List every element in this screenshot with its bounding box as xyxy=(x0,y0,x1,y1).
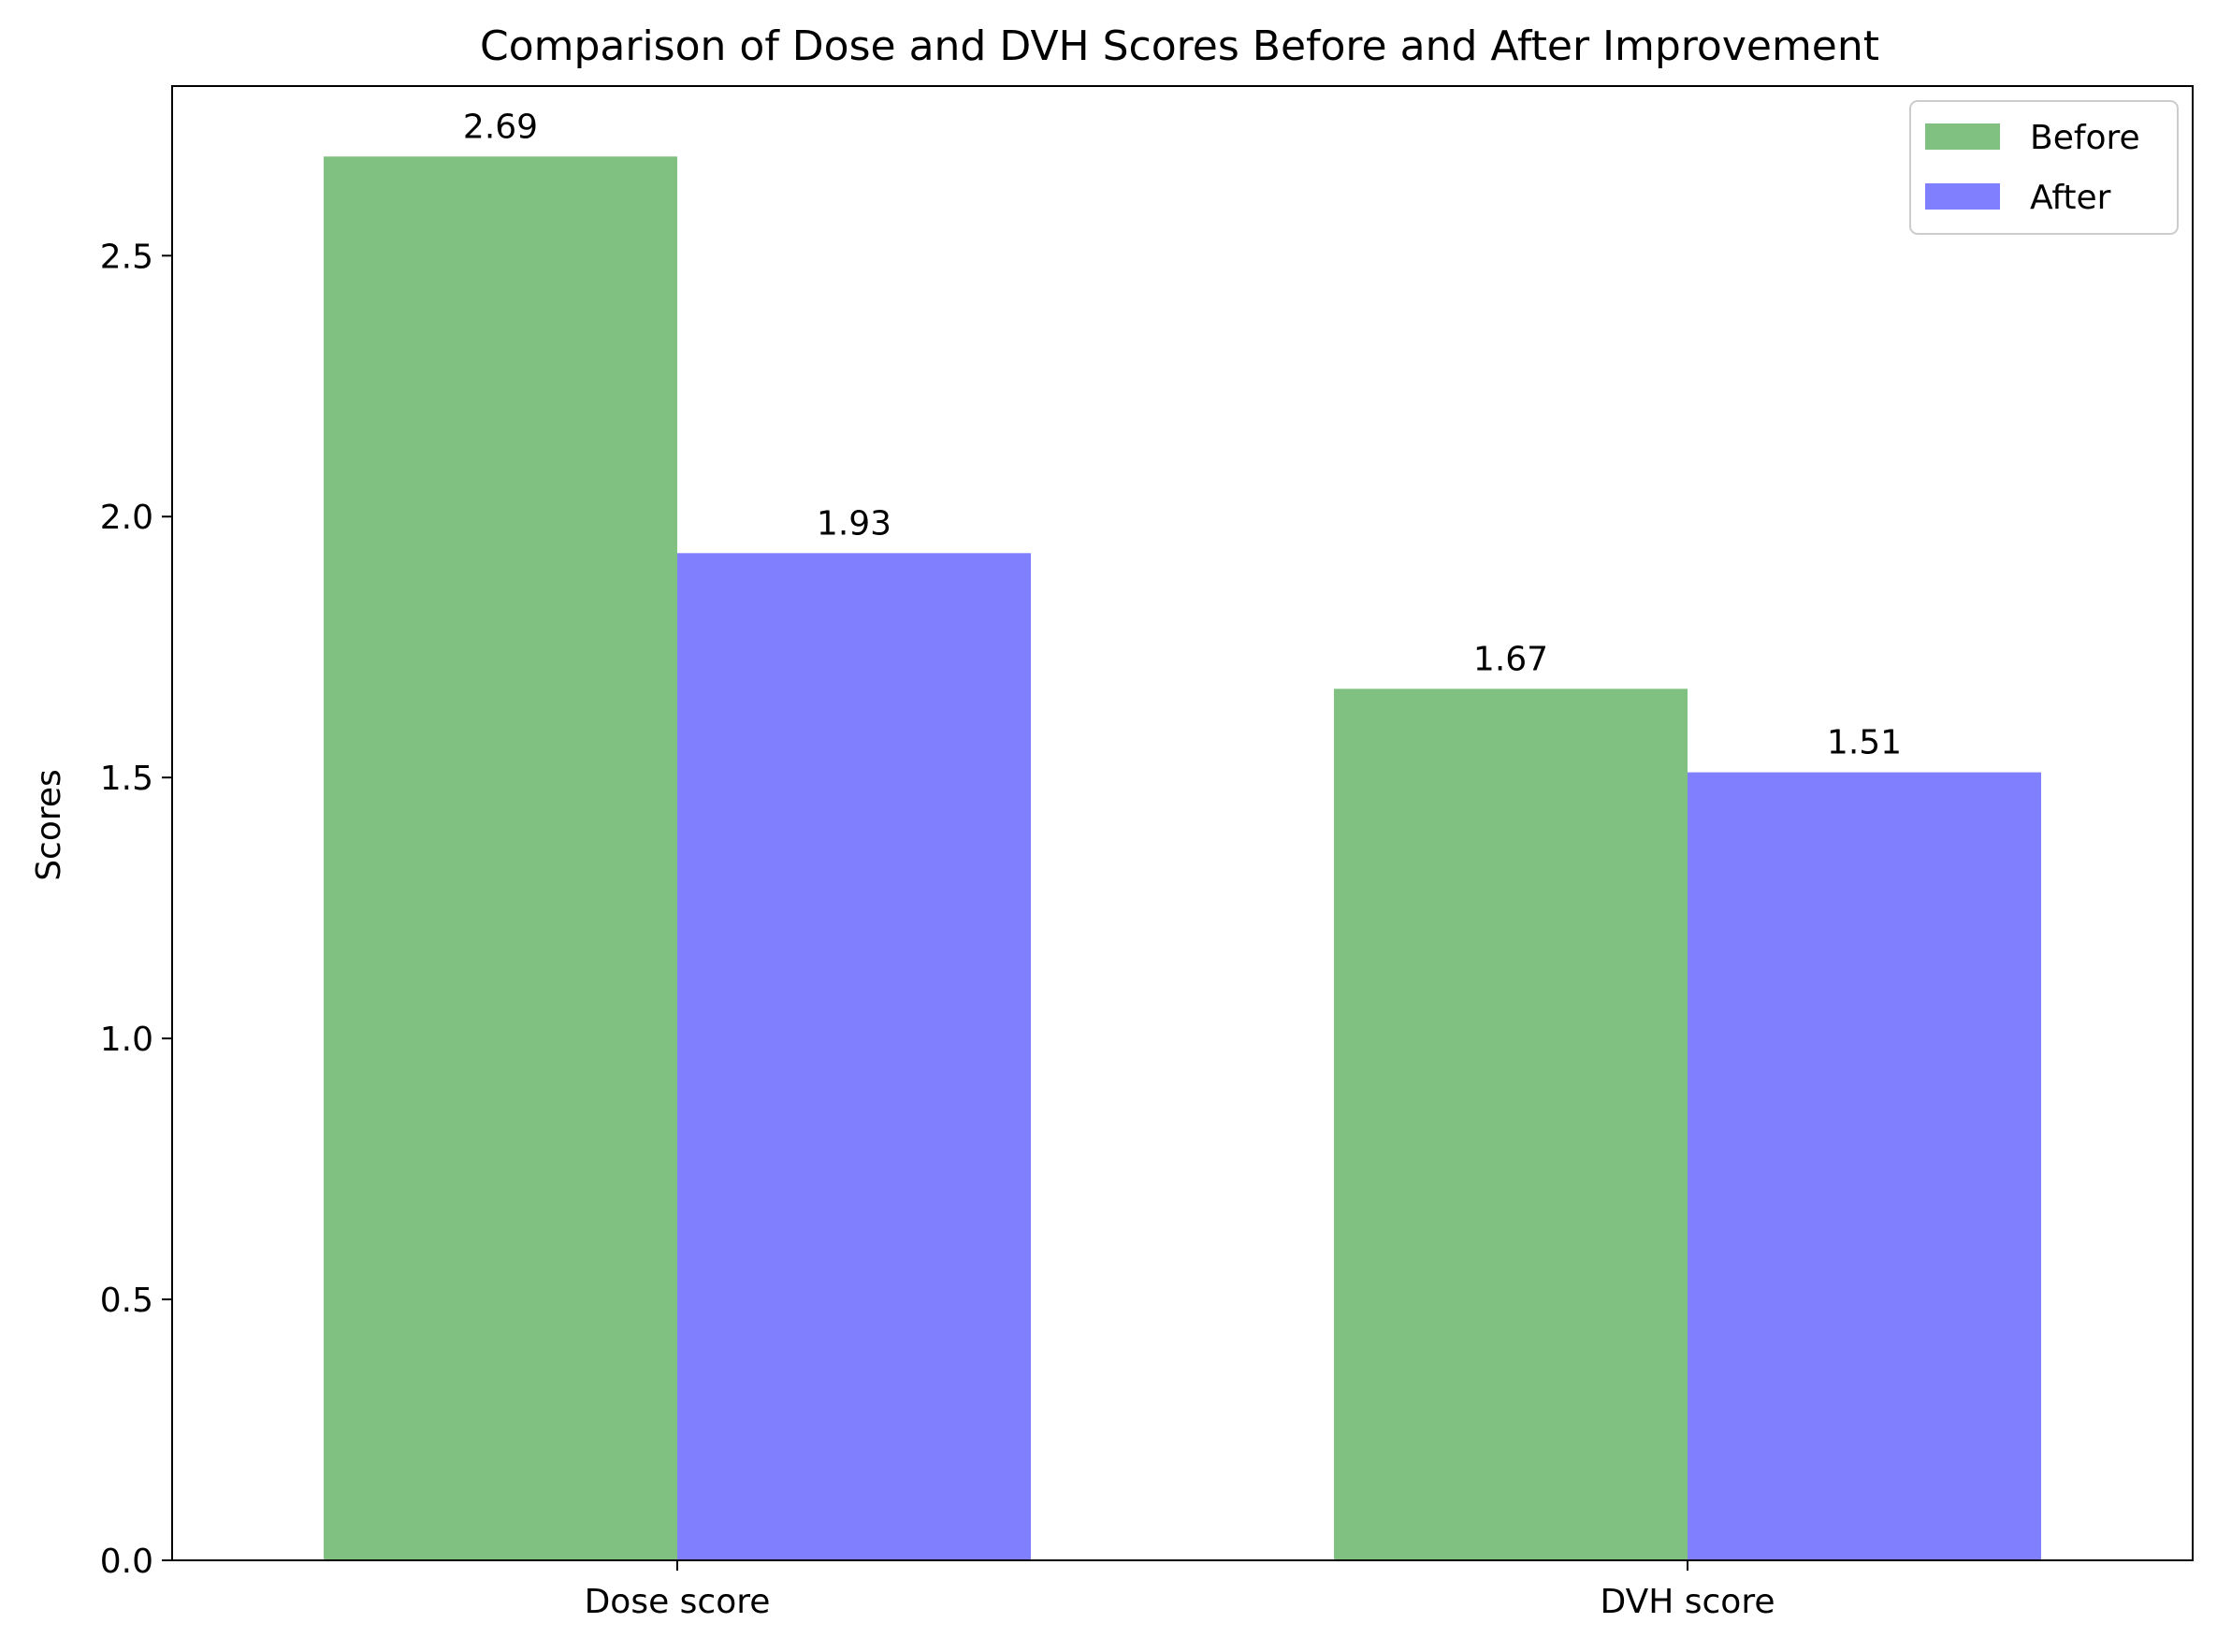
data-label-before-2: 1.67 xyxy=(1473,640,1548,678)
bar-after-2 xyxy=(1688,772,2041,1560)
data-labels-group: 2.69 1.67 1.93 1.51 xyxy=(463,108,1902,761)
y-tick-label: 2.5 xyxy=(100,238,153,276)
y-tick-label: 1.5 xyxy=(100,760,153,798)
axes-group: 0.0 0.5 1.0 1.5 2.0 2.5 Dose score DVH score xyxy=(100,85,2194,1621)
bar-before-1 xyxy=(324,156,677,1561)
x-tick-label: DVH score xyxy=(1601,1583,1775,1621)
data-label-after-1: 1.93 xyxy=(817,504,891,543)
bar-after-1 xyxy=(677,553,1031,1561)
legend-swatch-before xyxy=(1925,123,2000,150)
bars-group xyxy=(324,156,2041,1561)
data-label-before-1: 2.69 xyxy=(463,108,538,146)
chart-title: Comparison of Dose and DVH Scores Before… xyxy=(480,22,1879,70)
data-label-after-2: 1.51 xyxy=(1827,724,1902,762)
legend: Before After xyxy=(1909,100,2179,235)
plot-frame xyxy=(171,85,2194,1561)
y-tick-label: 2.0 xyxy=(100,499,153,537)
y-axis-label: Scores xyxy=(30,769,68,881)
bar-before-2 xyxy=(1334,688,1688,1560)
y-tick-label: 0.0 xyxy=(100,1543,153,1581)
y-tick-label: 1.0 xyxy=(100,1021,153,1059)
y-tick-label: 0.5 xyxy=(100,1282,153,1320)
legend-label-after: After xyxy=(2030,179,2111,217)
x-tick-label: Dose score xyxy=(585,1583,771,1621)
legend-label-before: Before xyxy=(2030,119,2140,157)
legend-swatch-after xyxy=(1925,183,2000,210)
